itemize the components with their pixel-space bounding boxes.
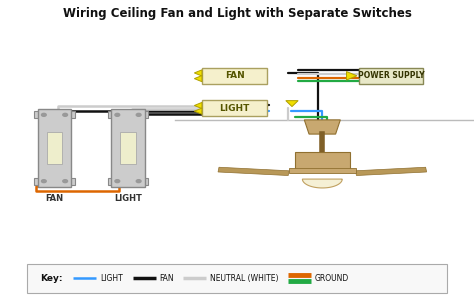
Bar xyxy=(289,168,356,173)
Circle shape xyxy=(136,113,141,116)
Polygon shape xyxy=(302,179,342,188)
Text: Wiring Ceiling Fan and Light with Separate Switches: Wiring Ceiling Fan and Light with Separa… xyxy=(63,7,411,20)
Text: NEUTRAL (WHITE): NEUTRAL (WHITE) xyxy=(210,274,279,283)
Text: LIGHT: LIGHT xyxy=(219,104,250,113)
Bar xyxy=(108,111,148,118)
FancyBboxPatch shape xyxy=(38,109,72,187)
Polygon shape xyxy=(194,102,202,109)
Polygon shape xyxy=(218,167,289,176)
Polygon shape xyxy=(194,108,202,114)
Text: FAN: FAN xyxy=(225,71,245,80)
FancyBboxPatch shape xyxy=(295,152,350,170)
FancyBboxPatch shape xyxy=(46,132,63,164)
FancyBboxPatch shape xyxy=(111,109,145,187)
Circle shape xyxy=(42,180,46,183)
Polygon shape xyxy=(286,101,298,107)
Text: GROUND: GROUND xyxy=(314,274,349,283)
Text: LIGHT: LIGHT xyxy=(114,194,142,203)
Bar xyxy=(108,178,148,185)
Text: Key:: Key: xyxy=(40,274,63,283)
Circle shape xyxy=(115,113,119,116)
Text: LIGHT: LIGHT xyxy=(100,274,123,283)
Polygon shape xyxy=(304,120,340,134)
Text: FAN: FAN xyxy=(159,274,174,283)
Bar xyxy=(35,111,75,118)
FancyBboxPatch shape xyxy=(202,100,267,116)
Text: POWER SUPPLY: POWER SUPPLY xyxy=(358,71,424,80)
FancyBboxPatch shape xyxy=(202,68,267,84)
Polygon shape xyxy=(194,75,202,82)
Circle shape xyxy=(42,113,46,116)
FancyBboxPatch shape xyxy=(27,264,447,293)
Circle shape xyxy=(63,113,68,116)
Circle shape xyxy=(136,180,141,183)
Text: FAN: FAN xyxy=(46,194,64,203)
FancyBboxPatch shape xyxy=(120,132,136,164)
Polygon shape xyxy=(194,70,202,76)
Circle shape xyxy=(115,180,119,183)
Polygon shape xyxy=(346,72,357,80)
Bar xyxy=(35,178,75,185)
FancyBboxPatch shape xyxy=(359,68,423,84)
Polygon shape xyxy=(356,167,427,176)
Circle shape xyxy=(63,180,68,183)
